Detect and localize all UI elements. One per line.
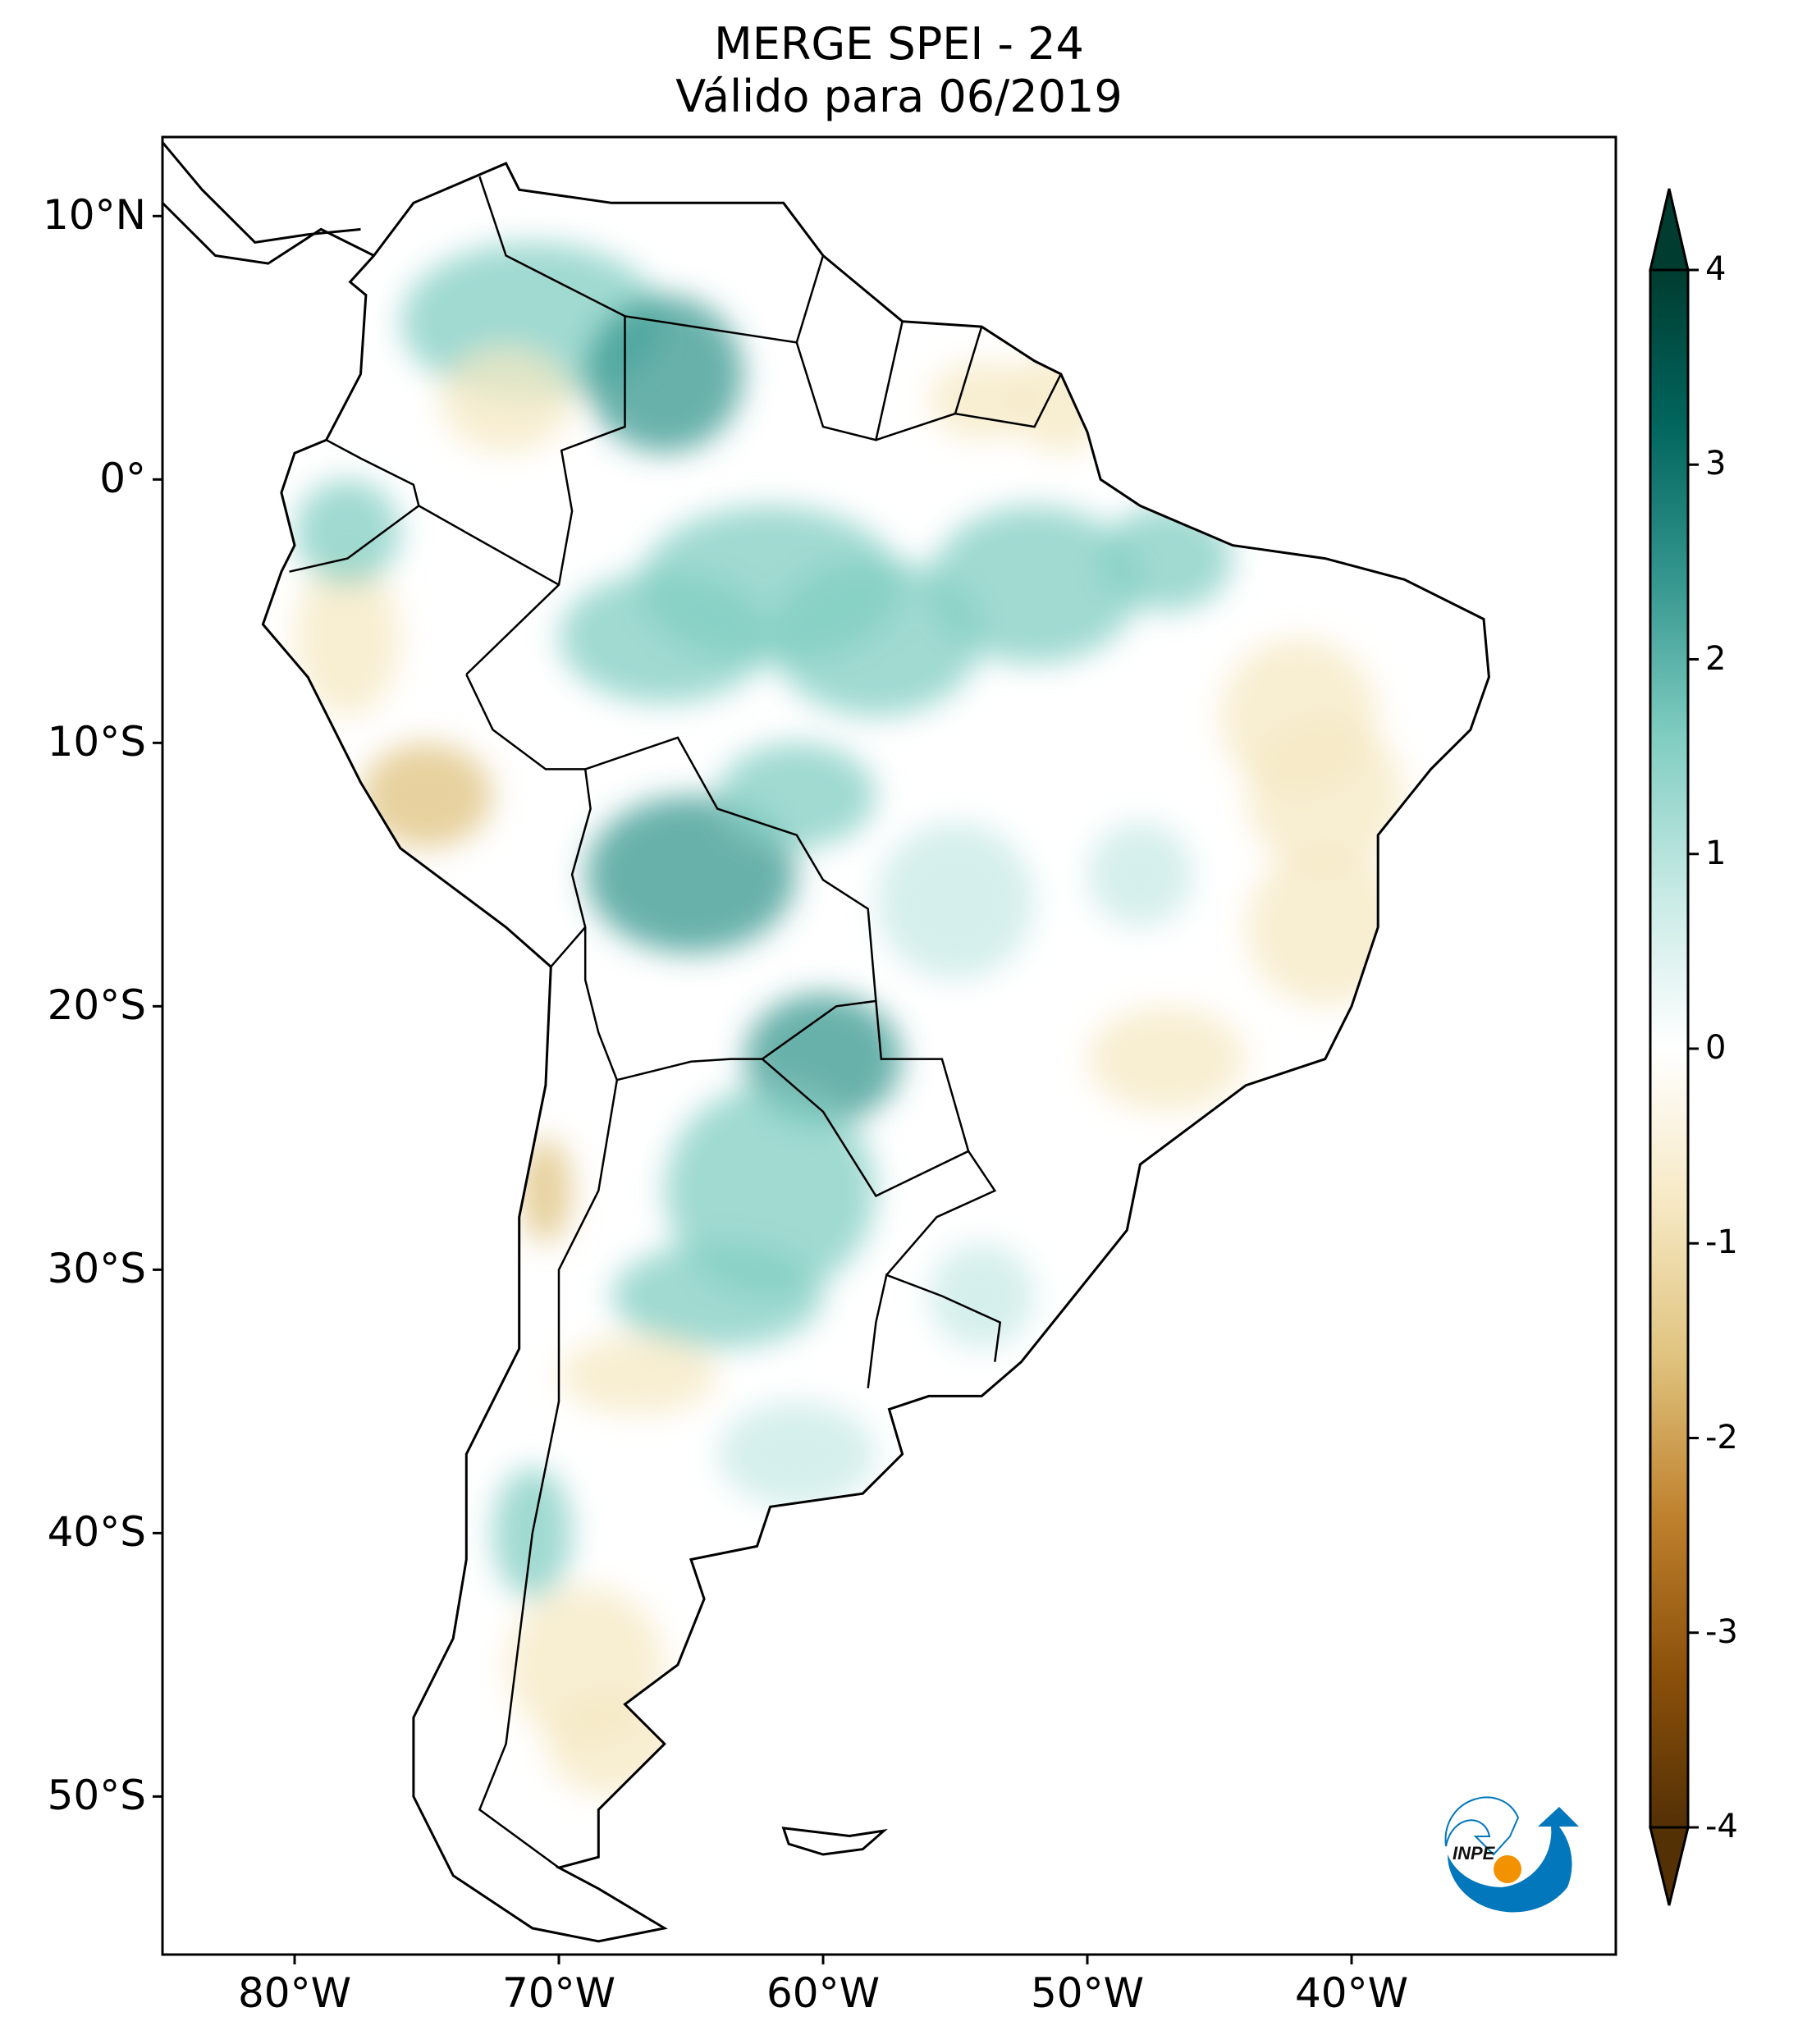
- spei-anomaly-region: [612, 1243, 823, 1349]
- colorbar-tick-label: -2: [1705, 1418, 1738, 1456]
- spei-anomaly-region: [1087, 1006, 1246, 1112]
- country-border: [478, 1079, 619, 1869]
- x-tick-label: 60°W: [766, 1969, 881, 2017]
- colorbar-gradient: [1650, 270, 1688, 1827]
- colorbar-tick-label: 1: [1705, 834, 1727, 872]
- spei-anomaly-region: [717, 1402, 876, 1507]
- spei-anomaly-region: [559, 1335, 717, 1415]
- country-border: [954, 373, 1062, 428]
- y-tick-label: 10°S: [47, 718, 146, 766]
- spei-anomaly-region: [295, 558, 400, 716]
- logo-orange-dot: [1494, 1855, 1521, 1883]
- colorbar-tick-label: 0: [1705, 1029, 1727, 1067]
- logo-arrow-icon: [1447, 1807, 1579, 1913]
- country-border: [289, 439, 420, 573]
- spei-anomaly-region: [929, 361, 1035, 441]
- country-border: [465, 176, 626, 675]
- colorbar: [1649, 188, 1699, 1906]
- x-tick-label: 70°W: [501, 1969, 616, 2017]
- country-border: [867, 1273, 1002, 1388]
- logo-text: INPE: [1453, 1843, 1496, 1863]
- coastline: [261, 162, 1490, 1943]
- country-border: [583, 736, 877, 1081]
- country-border: [465, 674, 592, 968]
- spei-anomaly-region: [586, 795, 796, 953]
- spei-anomaly-region: [1246, 716, 1404, 875]
- spei-anomaly-region: [361, 743, 492, 848]
- country-border: [885, 1150, 997, 1276]
- y-tick-label: 10°N: [42, 191, 146, 240]
- title-line1: MERGE SPEI - 24: [714, 18, 1084, 70]
- colorbar-tick-label: 2: [1705, 639, 1727, 678]
- spei-anomaly-region: [295, 479, 400, 585]
- colorbar-extend-max: [1649, 188, 1690, 272]
- spei-anomaly-region: [929, 1243, 1035, 1349]
- country-border: [795, 321, 904, 441]
- colorbar-extend-min: [1649, 1826, 1690, 1906]
- spei-anomaly-region: [519, 1138, 572, 1244]
- axis-ticks: [153, 214, 1353, 1964]
- colorbar-tick-label: 4: [1705, 250, 1727, 288]
- spei-anomaly-region: [665, 1086, 876, 1296]
- x-tick-label: 40°W: [1294, 1969, 1409, 2017]
- colorbar-tick-label: -4: [1705, 1808, 1738, 1845]
- y-tick-label: 20°S: [47, 981, 146, 1030]
- falkland-islands: [781, 1827, 888, 1856]
- map-frame: [161, 135, 1617, 1956]
- y-tick-label: 40°S: [47, 1508, 146, 1557]
- spei-anomaly-region: [876, 821, 1034, 980]
- title-line2: Válido para 06/2019: [675, 71, 1123, 122]
- spei-anomaly-region: [585, 295, 743, 453]
- spei-anomaly-region: [559, 571, 770, 703]
- spei-anomaly-region: [771, 558, 981, 716]
- y-tick-label: 50°S: [47, 1772, 146, 1820]
- spei-anomaly-region: [929, 505, 1140, 664]
- colorbar-tick-label: 3: [1705, 445, 1727, 483]
- country-borders: [289, 176, 1062, 1869]
- colorbar-tick-label: -3: [1705, 1612, 1738, 1651]
- inpe-logo: INPE: [1444, 1796, 1579, 1913]
- spei-anomaly-region: [440, 348, 572, 454]
- spei-anomaly-region: [1087, 821, 1193, 927]
- x-tick-label: 80°W: [237, 1969, 352, 2017]
- spei-anomaly-region: [717, 743, 876, 848]
- country-border: [418, 505, 560, 586]
- colorbar-tick-label: -1: [1705, 1223, 1738, 1262]
- x-tick-label: 50°W: [1030, 1969, 1145, 2017]
- central-america-coastline: [162, 141, 375, 265]
- y-tick-label: 0°: [99, 455, 146, 503]
- y-tick-label: 30°S: [47, 1245, 146, 1293]
